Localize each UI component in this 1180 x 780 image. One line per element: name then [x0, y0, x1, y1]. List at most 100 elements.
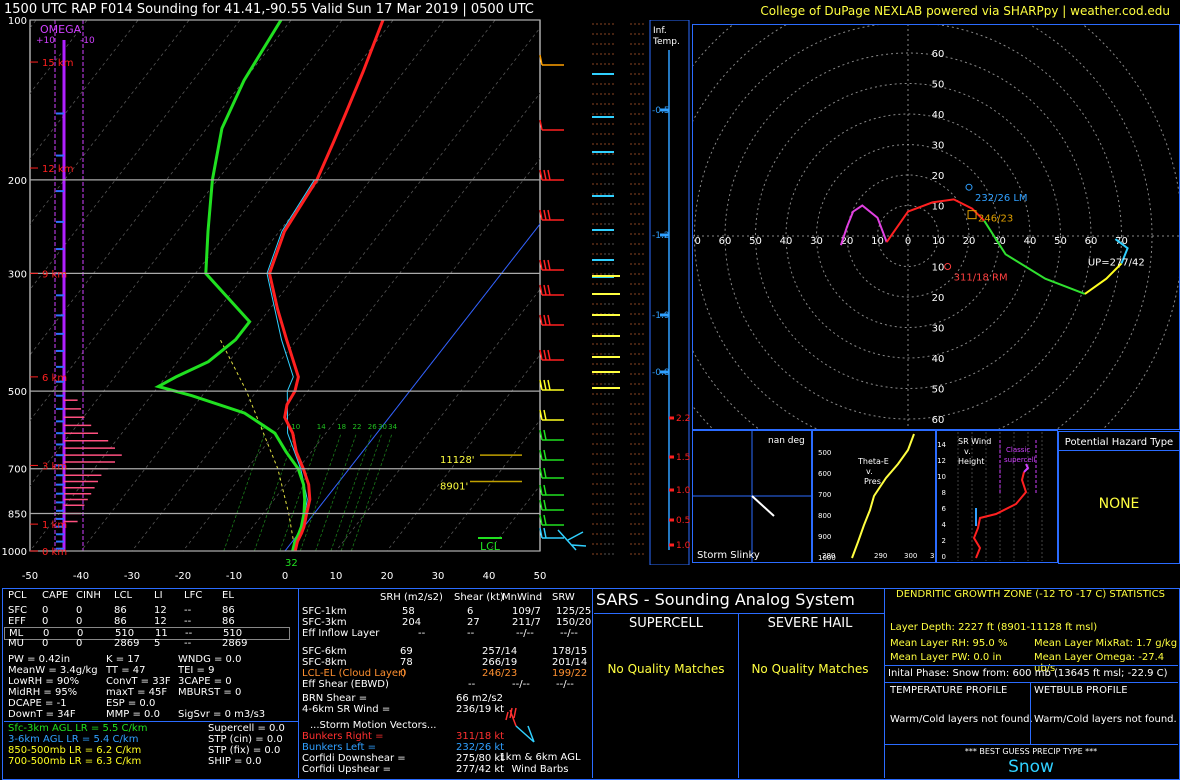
parcel-cell: 0 — [77, 628, 84, 639]
bunkers-right-value: 311/18 kt — [456, 731, 505, 742]
composite-item: SHIP = 0.0 — [208, 756, 262, 767]
pressure-tick-label: 100 — [8, 16, 27, 27]
storm-slinky-panel: nan deg Storm Slinky — [692, 430, 812, 563]
srwind-h-tick: 12 — [937, 457, 946, 465]
hodo-ring-label: 50 — [932, 80, 945, 91]
hodo-ring-label: 60 — [932, 415, 945, 426]
pressure-tick-label: 850 — [8, 510, 27, 521]
index-cell: MidRH = 95% — [8, 687, 78, 698]
bunkers-left-label: Bunkers Left = — [302, 742, 376, 753]
isotherm-line — [30, 20, 445, 551]
thetae-label: Pres — [864, 477, 881, 486]
dgz-layer-depth: Layer Depth: 2227 ft (8901-11128 ft msl) — [890, 622, 1098, 633]
parcel-header-cell: LFC — [184, 590, 203, 601]
index-cell: ESP = 0.0 — [106, 698, 156, 709]
parcel-header-cell: CAPE — [42, 590, 69, 601]
kinematics-row-label: SFC-6km — [302, 646, 347, 657]
temp-tick-label: 50 — [534, 571, 547, 580]
precip-value: Snow — [1008, 757, 1054, 777]
srwind-h-tick: 2 — [942, 537, 946, 545]
mixing-ratio-label: 18 — [337, 423, 346, 431]
mixing-ratio-label: 26 — [368, 423, 377, 431]
wind-barb-flag — [539, 499, 543, 511]
wind-barb-flag — [539, 169, 543, 181]
wind-barb-flag — [539, 379, 543, 391]
index-cell: K = 17 — [106, 654, 141, 665]
kinematics-header: SRH (m2/s2) — [380, 592, 443, 603]
wind-barb — [539, 284, 564, 296]
mixing-ratio-label: 30 — [378, 423, 387, 431]
wind-barb-flag — [543, 259, 547, 271]
hodo-ring — [755, 83, 1061, 389]
height-label: 9 km — [42, 269, 67, 280]
hodo-ring — [694, 25, 1122, 429]
pressure-tick-label: 700 — [8, 465, 27, 476]
advection-value: 2.2 — [676, 414, 690, 424]
thetae-p-tick: 1000 — [818, 554, 836, 562]
storm-marker-label: 311/18 RM — [954, 273, 1008, 284]
kinematics-cell: 27 — [467, 617, 480, 628]
parcel-row[interactable]: ML 0 0 510 11 -- 510 — [4, 627, 290, 640]
wind-barb-flag — [539, 527, 543, 539]
thetae-line — [851, 433, 915, 559]
wind-barb-flag — [543, 284, 547, 296]
parcel-cell: 12 — [154, 605, 167, 616]
parcel-row[interactable]: EFF 0 0 86 12 -- 86 — [4, 616, 288, 627]
hodo-axis-label: 60 — [719, 236, 732, 247]
slinky-title: nan deg — [768, 436, 805, 446]
advection-value: 1.5 — [676, 453, 690, 463]
srwind-label: Height — [958, 457, 984, 466]
dgz-mixrat: Mean Layer MixRat: 1.7 g/kg — [1034, 638, 1178, 649]
supercell-label: Classic — [1006, 446, 1030, 454]
thetae-x-tick: 290 — [874, 552, 887, 560]
hodo-trace — [1084, 262, 1123, 295]
kinematics-cell: 246/23 — [482, 668, 518, 679]
hodo-axis-label: 70 — [1115, 236, 1128, 247]
hodo-ring-label: 40 — [932, 110, 945, 121]
hodo-trace — [1114, 238, 1129, 264]
bunkers-left-value: 232/26 kt — [456, 742, 505, 753]
surface-temp-label: 32 — [285, 558, 298, 569]
parcel-cell: 510 — [115, 628, 135, 639]
parcel-cell: 0 — [76, 616, 83, 627]
hodo-axis-label: 20 — [841, 236, 854, 247]
wind-barb-flag — [543, 449, 547, 461]
advection-value: 0.5 — [676, 516, 690, 526]
precip-title: *** BEST GUESS PRECIP TYPE *** — [964, 747, 1098, 756]
zero-isotherm — [284, 223, 540, 551]
parcel-header-cell: EL — [222, 590, 234, 601]
kinematics-header: SRW — [552, 592, 575, 603]
temp-tick-label: -50 — [22, 571, 38, 580]
sr-wind-label: 4-6km SR Wind = — [302, 704, 391, 715]
omega-scale-negative: -10 — [80, 36, 95, 46]
kinematics-cell: --/-- — [560, 628, 578, 639]
isotherm-line — [386, 354, 540, 551]
omega-scale-positive: +10 — [36, 36, 55, 46]
wetbulb-profile-title: WETBULB PROFILE — [1034, 685, 1128, 696]
temp-profile-title: TEMPERATURE PROFILE — [890, 685, 1008, 696]
omega-label: OMEGA — [40, 23, 82, 36]
kinematics-cell: 257/14 — [482, 646, 518, 657]
parcel-table: PCL CAPE CINH LCL LI LFC EL SFC 0 0 86 12 -- 86 EFF 0 0… — [4, 590, 294, 649]
wind-barb-flag — [543, 209, 547, 221]
wind-barb-flag — [539, 484, 543, 496]
mixing-ratio-line — [330, 433, 373, 551]
parcel-row[interactable]: SFC 0 0 86 12 -- 86 — [4, 605, 288, 616]
lcl-label: LCL — [480, 540, 501, 553]
mixing-ratio-line — [254, 433, 296, 551]
kinematics-cell: 211/7 — [512, 617, 541, 628]
dgz-title: DENDRITIC GROWTH ZONE (-12 TO -17 C) STA… — [896, 589, 1165, 600]
thetae-p-tick: 700 — [818, 491, 831, 499]
isotherm-line — [335, 288, 540, 551]
kinematics-cell: 178/15 — [552, 646, 588, 657]
temp-tick-label: -20 — [175, 571, 191, 580]
parcel-cell: 86 — [114, 605, 127, 616]
hodo-axis-label: 30 — [810, 236, 823, 247]
hodo-ring-label: 40 — [932, 354, 945, 365]
hodo-ring — [724, 52, 1092, 420]
composite-item: STP (fix) = 0.0 — [208, 745, 281, 756]
corfidi-up-value: 277/42 kt — [456, 764, 505, 775]
parcel-row[interactable]: MU 0 0 2869 5 -- 2869 — [4, 638, 288, 649]
index-cell: ConvT = 33F — [106, 676, 171, 687]
page-title: 1500 UTC RAP F014 Sounding for 41.41,-90… — [4, 2, 534, 17]
